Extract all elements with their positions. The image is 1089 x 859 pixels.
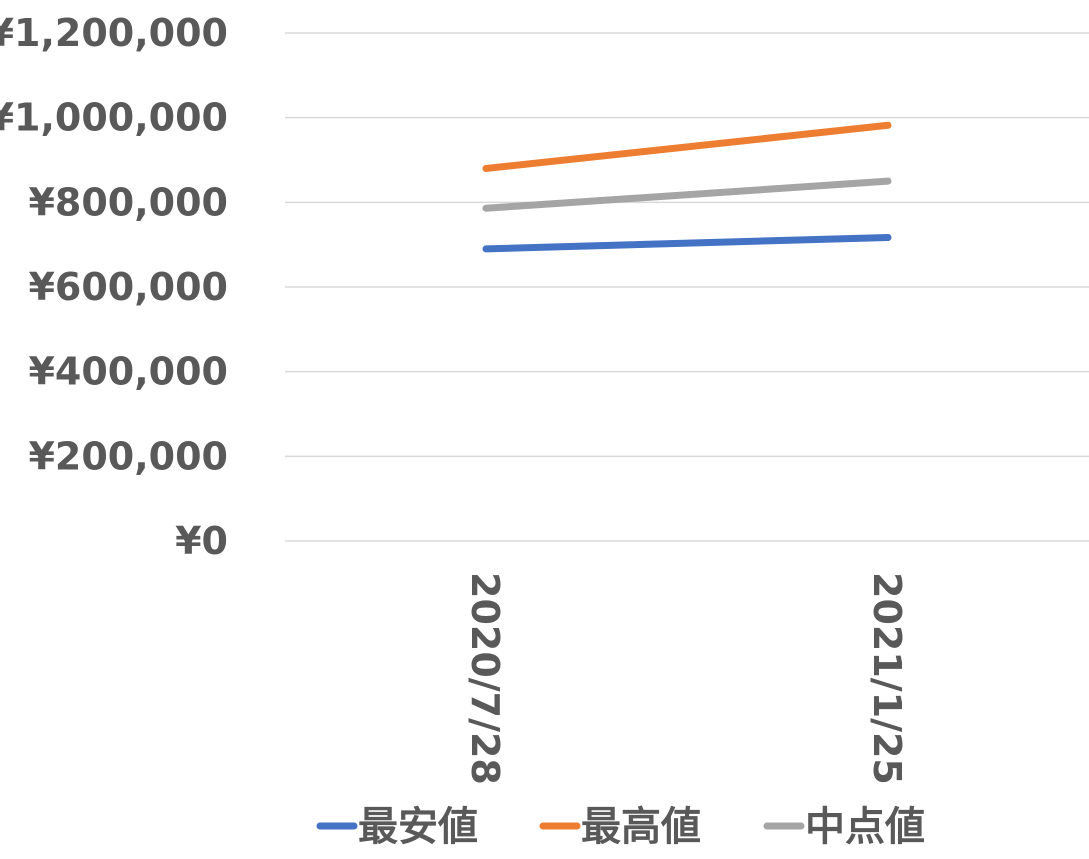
- x-tick-label: 2021/1/25: [865, 572, 909, 785]
- y-tick-label: ¥0: [175, 519, 228, 563]
- y-tick-label: ¥1,200,000: [0, 11, 228, 55]
- y-tick-label: ¥1,000,000: [0, 96, 228, 140]
- y-tick-label: ¥800,000: [28, 180, 228, 224]
- series-line-0: [482, 233, 892, 253]
- legend-label: 最安値: [358, 804, 478, 850]
- series-line-1: [482, 121, 892, 172]
- legend-label: 中点値: [805, 804, 925, 850]
- legend: 最安値 最高値 中点値: [316, 804, 925, 850]
- y-tick-label: ¥600,000: [28, 265, 228, 309]
- y-axis-tick-labels: ¥0 ¥200,000 ¥400,000 ¥600,000 ¥800,000 ¥1,000…: [0, 11, 228, 563]
- x-axis-tick-labels: 2020/7/28 2021/1/25: [463, 572, 909, 785]
- series-lines: [482, 121, 892, 253]
- y-tick-label: ¥200,000: [28, 434, 228, 478]
- series-line-2: [482, 177, 892, 212]
- legend-label: 最高値: [581, 804, 701, 850]
- x-tick-label: 2020/7/28: [463, 572, 507, 785]
- gridlines: [285, 32, 1089, 542]
- y-tick-label: ¥400,000: [28, 350, 228, 394]
